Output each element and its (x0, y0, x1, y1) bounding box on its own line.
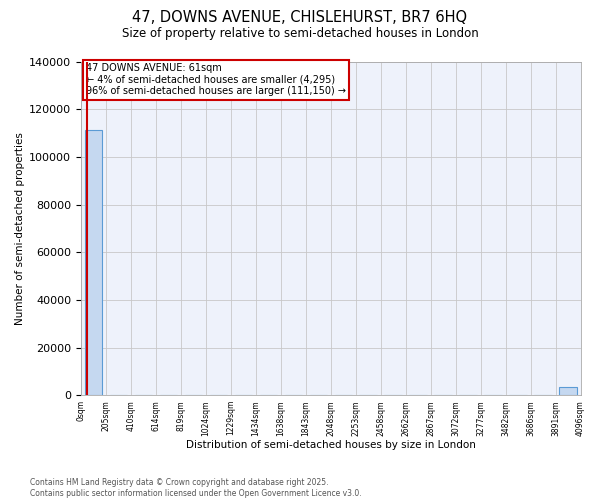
Bar (85, 130, 102, 395)
Text: 47 DOWNS AVENUE: 61sqm
← 4% of semi-detached houses are smaller (4,295)
96% of s: 47 DOWNS AVENUE: 61sqm ← 4% of semi-deta… (86, 63, 346, 96)
Text: Size of property relative to semi-detached houses in London: Size of property relative to semi-detach… (122, 28, 478, 40)
Y-axis label: Number of semi-detached properties: Number of semi-detached properties (15, 132, 25, 325)
Text: Contains HM Land Registry data © Crown copyright and database right 2025.
Contai: Contains HM Land Registry data © Crown c… (30, 478, 362, 498)
Bar (559, 387, 577, 395)
Text: 47, DOWNS AVENUE, CHISLEHURST, BR7 6HQ: 47, DOWNS AVENUE, CHISLEHURST, BR7 6HQ (133, 10, 467, 25)
X-axis label: Distribution of semi-detached houses by size in London: Distribution of semi-detached houses by … (186, 440, 476, 450)
